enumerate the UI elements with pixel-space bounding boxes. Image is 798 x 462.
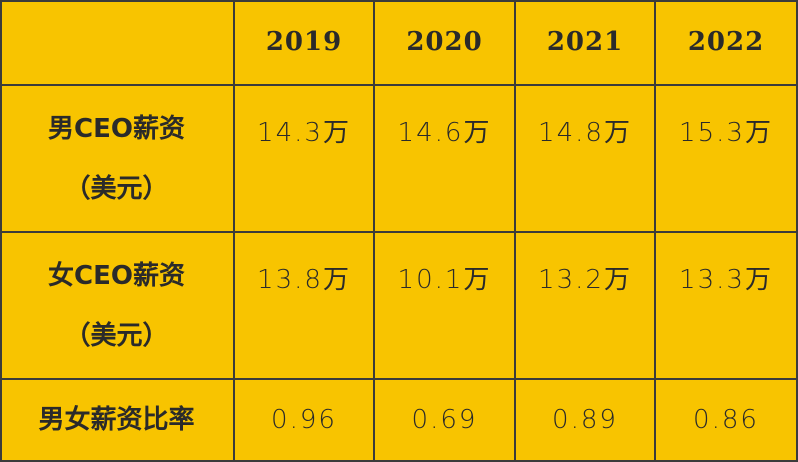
- value-cell: 13.3万: [656, 233, 798, 380]
- row-label-cell: 男CEO薪资 （美元）: [0, 86, 235, 233]
- value-cell: 14.3万: [235, 86, 375, 233]
- cell-value: 13.3万: [679, 265, 773, 295]
- cell-value: 13.8万: [257, 265, 351, 295]
- value-cell: 0.89: [516, 380, 656, 462]
- cell-value: 14.6万: [397, 118, 492, 148]
- column-header: 2021: [546, 27, 624, 57]
- value-cell: 0.69: [375, 380, 516, 462]
- row-label: 女CEO薪资: [48, 260, 185, 291]
- cell-value: 10.1万: [397, 265, 492, 295]
- cell-value: 0.89: [552, 405, 618, 435]
- cell-value: 0.96: [271, 405, 337, 435]
- value-cell: 13.8万: [235, 233, 375, 380]
- row-label: 男女薪资比率: [38, 405, 195, 435]
- row-label-cell: 男女薪资比率: [0, 380, 235, 462]
- header-cell: 2019: [235, 0, 375, 86]
- value-cell: 14.8万: [516, 86, 656, 233]
- value-cell: 15.3万: [656, 86, 798, 233]
- cell-value: 13.2万: [538, 265, 632, 295]
- cell-value: 0.69: [411, 405, 478, 435]
- row-label-cell: 女CEO薪资 （美元）: [0, 233, 235, 380]
- value-cell: 13.2万: [516, 233, 656, 380]
- value-cell: 10.1万: [375, 233, 516, 380]
- cell-value: 0.86: [693, 405, 759, 435]
- column-header: 2019: [265, 27, 343, 57]
- corner-cell: [0, 0, 235, 86]
- value-cell: 0.96: [235, 380, 375, 462]
- row-label: （美元）: [64, 320, 169, 351]
- value-cell: 0.86: [656, 380, 798, 462]
- cell-value: 14.8万: [538, 118, 632, 148]
- row-label: （美元）: [64, 173, 169, 204]
- header-cell: 2022: [656, 0, 798, 86]
- cell-value: 14.3万: [257, 118, 351, 148]
- row-label: 男CEO薪资: [48, 113, 185, 144]
- column-header: 2022: [687, 27, 765, 57]
- header-cell: 2020: [375, 0, 516, 86]
- value-cell: 14.6万: [375, 86, 516, 233]
- column-header: 2020: [406, 27, 483, 57]
- cell-value: 15.3万: [679, 118, 773, 148]
- header-cell: 2021: [516, 0, 656, 86]
